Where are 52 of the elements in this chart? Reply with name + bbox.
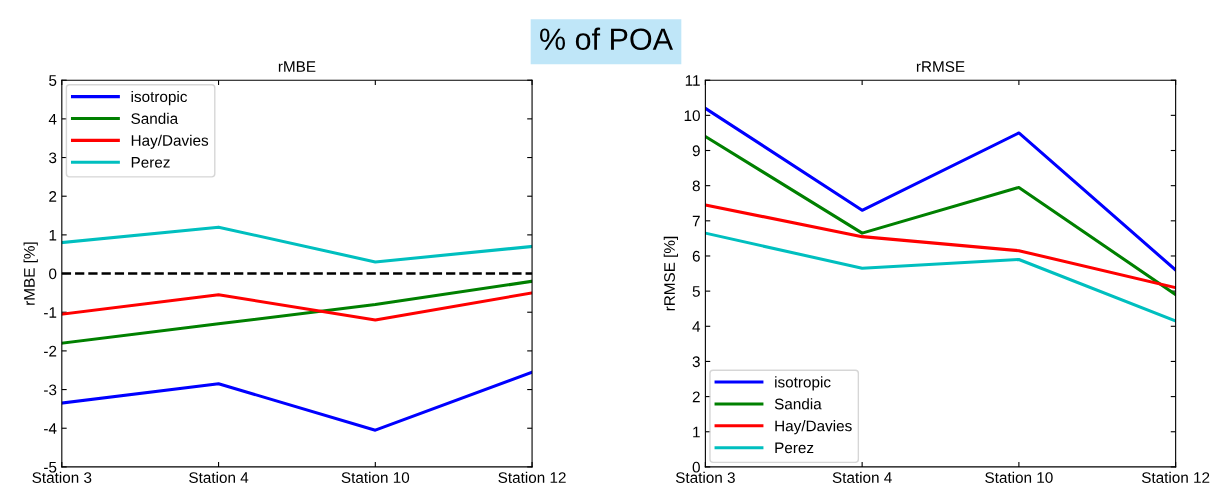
chart-title: rRMSE <box>916 61 965 73</box>
y-tick-label: 9 <box>692 145 700 157</box>
legend-label: isotropic <box>775 376 831 391</box>
y-tick-label: 4 <box>48 113 57 125</box>
y-tick-label: -2 <box>44 345 57 357</box>
x-tick-label: Station 12 <box>1141 471 1210 483</box>
y-tick-label: 1 <box>693 426 700 438</box>
x-tick-label: Station 3 <box>32 471 92 483</box>
y-tick-label: 4 <box>692 321 701 332</box>
y-tick-label: -5 <box>44 461 57 473</box>
y-tick-label: 5 <box>49 75 57 86</box>
legend-label: Sandia <box>131 112 179 124</box>
y-tick-label: 2 <box>692 391 700 403</box>
y-tick-label: 2 <box>49 191 57 202</box>
chart-title: rMBE <box>278 61 316 72</box>
y-axis-title: rMBE [%] <box>23 242 38 305</box>
line-series <box>61 370 533 432</box>
y-tick-label: -3 <box>44 384 57 396</box>
x-tick-label: Station 10 <box>985 471 1053 483</box>
line-series <box>61 291 533 322</box>
line-series <box>705 106 1176 272</box>
line-series <box>705 203 1176 290</box>
y-tick-label: 6 <box>692 250 700 262</box>
y-tick-label: 0 <box>692 461 700 473</box>
legend-label: Perez <box>775 442 814 454</box>
x-tick-label: Station 4 <box>189 471 249 483</box>
y-tick-label: 5 <box>692 286 700 297</box>
line-series <box>705 134 1176 297</box>
y-tick-label: 1 <box>49 229 57 241</box>
legend-label: Hay/Davies <box>775 420 852 435</box>
x-tick-label: Station 4 <box>832 471 892 483</box>
line-series <box>61 225 533 264</box>
x-tick-label: Station 3 <box>675 471 735 483</box>
x-tick-label: Station 12 <box>498 471 566 483</box>
y-tick-label: 3 <box>692 356 700 368</box>
y-tick-label: 3 <box>49 152 57 164</box>
y-tick-label: 7 <box>692 215 700 227</box>
text: % of POA <box>540 27 674 51</box>
y-tick-label: 0 <box>49 268 57 280</box>
legend-label: Sandia <box>774 398 822 410</box>
y-tick-label: 10 <box>684 110 700 122</box>
x-tick-label: Station 10 <box>341 471 410 483</box>
y-tick-label: 8 <box>692 180 700 192</box>
legend-label: Hay/Davies <box>131 134 209 149</box>
y-tick-label: 11 <box>685 75 700 86</box>
y-tick-label: -4 <box>44 423 57 434</box>
line-series <box>705 231 1176 323</box>
y-tick-label: -1 <box>44 307 57 318</box>
legend-label: Perez <box>131 157 170 168</box>
y-axis-title: rRMSE [%] <box>663 236 678 311</box>
line-series <box>61 279 533 345</box>
legend-label: isotropic <box>131 90 188 106</box>
